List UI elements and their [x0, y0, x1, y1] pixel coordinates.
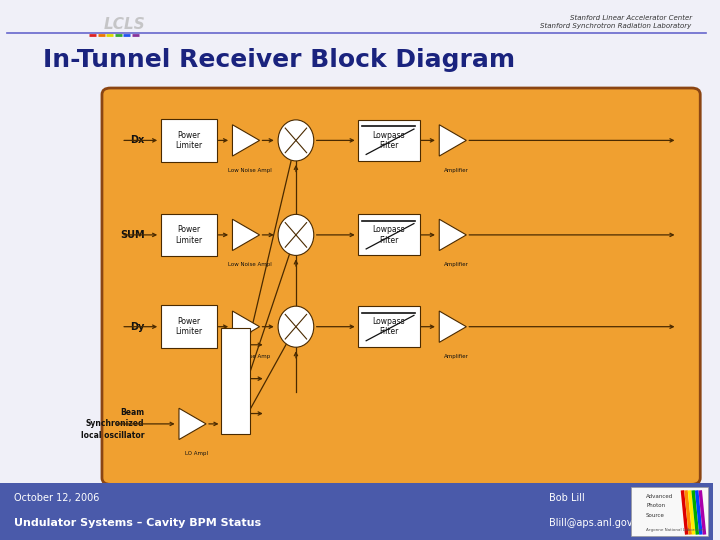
Ellipse shape — [278, 214, 314, 255]
FancyBboxPatch shape — [0, 483, 713, 540]
Text: Amplifier: Amplifier — [444, 168, 469, 173]
Text: Amplifier: Amplifier — [444, 262, 469, 267]
Text: LCLS: LCLS — [104, 17, 145, 32]
Text: Photon: Photon — [646, 503, 665, 509]
Ellipse shape — [278, 306, 314, 347]
Text: In-Tunnel Receiver Block Diagram: In-Tunnel Receiver Block Diagram — [42, 49, 515, 72]
Polygon shape — [439, 219, 467, 251]
Text: Beam
Synchronized
local oscillator: Beam Synchronized local oscillator — [81, 408, 145, 440]
Polygon shape — [179, 408, 206, 440]
Text: Bob Lill: Bob Lill — [549, 494, 585, 503]
Text: Low Noise Ampl: Low Noise Ampl — [228, 168, 271, 173]
FancyBboxPatch shape — [161, 119, 217, 162]
FancyBboxPatch shape — [631, 487, 708, 536]
Text: Stanford Linear Accelerator Center: Stanford Linear Accelerator Center — [570, 15, 692, 21]
Text: Argonne National Laboratory: Argonne National Laboratory — [646, 528, 706, 532]
Text: Lowpass
Filter: Lowpass Filter — [372, 225, 405, 245]
Text: Power
Limiter: Power Limiter — [176, 131, 202, 150]
Polygon shape — [439, 311, 467, 342]
Text: Amplifier: Amplifier — [444, 354, 469, 359]
Text: Blill@aps.anl.gov: Blill@aps.anl.gov — [549, 518, 633, 528]
Text: Lowpass
Filter: Lowpass Filter — [372, 131, 405, 150]
Polygon shape — [439, 125, 467, 156]
Ellipse shape — [278, 120, 314, 161]
Polygon shape — [233, 311, 260, 342]
FancyBboxPatch shape — [221, 328, 250, 434]
Text: Dy: Dy — [130, 322, 145, 332]
Text: Dx: Dx — [130, 136, 145, 145]
Text: Low Noise Ampl: Low Noise Ampl — [228, 262, 271, 267]
Text: Undulator Systems – Cavity BPM Status: Undulator Systems – Cavity BPM Status — [14, 518, 261, 528]
FancyBboxPatch shape — [358, 214, 420, 255]
FancyBboxPatch shape — [161, 214, 217, 256]
Text: LO Ampl: LO Ampl — [184, 451, 207, 456]
FancyBboxPatch shape — [358, 120, 420, 161]
Text: SUM: SUM — [120, 230, 145, 240]
Text: Source: Source — [646, 512, 665, 518]
Text: Advanced: Advanced — [646, 494, 673, 500]
Text: Stanford Synchrotron Radiation Laboratory: Stanford Synchrotron Radiation Laborator… — [541, 23, 692, 29]
Polygon shape — [233, 125, 260, 156]
Text: Power
Limiter: Power Limiter — [176, 317, 202, 336]
FancyBboxPatch shape — [358, 306, 420, 347]
Text: Low Noise Amp: Low Noise Amp — [228, 354, 271, 359]
FancyBboxPatch shape — [161, 305, 217, 348]
Polygon shape — [233, 219, 260, 251]
Text: Power
Limiter: Power Limiter — [176, 225, 202, 245]
FancyBboxPatch shape — [102, 88, 701, 484]
Text: October 12, 2006: October 12, 2006 — [14, 494, 99, 503]
Text: Lowpass
Filter: Lowpass Filter — [372, 317, 405, 336]
